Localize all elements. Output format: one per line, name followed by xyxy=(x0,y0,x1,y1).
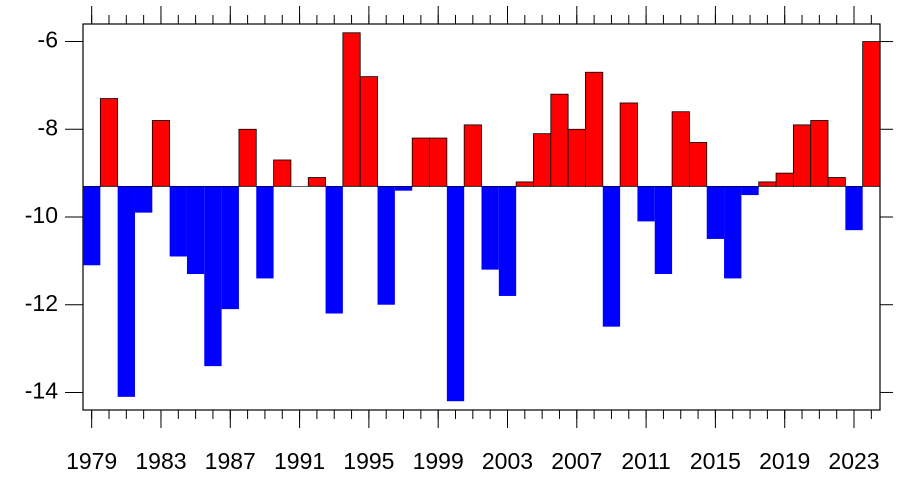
bar xyxy=(602,186,621,327)
bar xyxy=(689,142,708,187)
bar xyxy=(169,186,187,257)
x-tick-label: 1987 xyxy=(205,448,256,474)
bar xyxy=(446,186,465,402)
bar xyxy=(377,186,395,305)
bar xyxy=(394,186,413,191)
bar xyxy=(99,98,119,187)
bar xyxy=(342,32,361,187)
bar xyxy=(498,186,517,296)
x-tick-label: 1983 xyxy=(135,448,186,474)
x-tick-label: 2019 xyxy=(759,448,810,474)
y-tick-label: -6 xyxy=(38,27,58,53)
bar xyxy=(256,186,274,279)
bar xyxy=(221,186,239,310)
y-tick-label: -10 xyxy=(25,202,58,228)
x-tick-label: 1995 xyxy=(343,448,394,474)
x-tick-label: 1999 xyxy=(413,448,464,474)
bar xyxy=(117,186,135,397)
bar xyxy=(758,181,777,187)
x-tick-label: 2011 xyxy=(621,448,670,474)
bar xyxy=(204,186,222,367)
bar xyxy=(463,124,482,187)
bar xyxy=(429,137,448,187)
x-tick-label: 2003 xyxy=(482,448,533,474)
x-tick-label: 2023 xyxy=(828,448,879,474)
bar xyxy=(706,186,725,239)
x-tick-label: 2007 xyxy=(551,448,602,474)
bar xyxy=(619,102,638,187)
bar xyxy=(724,186,742,279)
bar xyxy=(810,120,829,187)
bar xyxy=(775,172,794,187)
bar xyxy=(325,186,343,314)
bar xyxy=(827,177,846,187)
bar xyxy=(238,128,257,187)
bar xyxy=(637,186,655,222)
bar xyxy=(151,120,171,187)
bar xyxy=(307,177,326,187)
bar xyxy=(862,41,881,187)
bar xyxy=(186,186,205,275)
x-tick-label: 1979 xyxy=(66,448,117,474)
bar xyxy=(550,93,569,187)
bar xyxy=(134,186,153,213)
y-tick-label: -12 xyxy=(25,290,58,316)
bar xyxy=(83,186,101,266)
bar xyxy=(792,124,812,187)
x-tick-label: 2015 xyxy=(690,448,741,474)
bar xyxy=(654,186,673,275)
bar xyxy=(567,128,586,187)
bar xyxy=(845,186,863,231)
bar xyxy=(671,111,690,187)
bar xyxy=(533,133,552,187)
bar xyxy=(481,186,499,270)
bar xyxy=(515,181,534,187)
x-tick-label: 1991 xyxy=(274,448,325,474)
bar xyxy=(411,137,430,187)
bar xyxy=(273,159,292,187)
bar xyxy=(359,76,378,187)
bar xyxy=(741,186,759,196)
bar xyxy=(585,71,604,187)
y-tick-label: -8 xyxy=(38,114,58,140)
y-tick-label: -14 xyxy=(25,378,58,404)
